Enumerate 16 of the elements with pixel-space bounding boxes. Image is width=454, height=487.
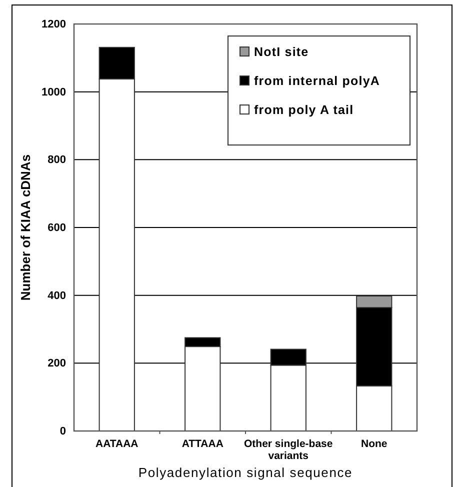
x-tick-label: None — [361, 438, 388, 450]
x-axis-title: Polyadenylation signal sequence — [138, 465, 353, 480]
legend-label: from poly A tail — [254, 103, 354, 117]
y-tick-label: 800 — [48, 154, 66, 166]
x-tick-label: ATTAAA — [182, 438, 224, 450]
legend-label: NotI site — [254, 45, 309, 59]
y-tick-label: 200 — [48, 358, 66, 370]
y-tick-label: 0 — [60, 426, 66, 438]
y-tick-label: 600 — [48, 222, 66, 234]
x-tick-label: Other single-base variants — [244, 438, 333, 462]
legend-label: from internal polyA — [254, 74, 380, 88]
y-tick-label: 1200 — [42, 18, 66, 31]
y-tick-label: 1000 — [42, 86, 66, 98]
y-axis-title: Number of KIAA cDNAs — [18, 154, 33, 301]
x-tick-label: AATAAA — [95, 438, 139, 450]
y-tick-label: 400 — [48, 290, 66, 302]
